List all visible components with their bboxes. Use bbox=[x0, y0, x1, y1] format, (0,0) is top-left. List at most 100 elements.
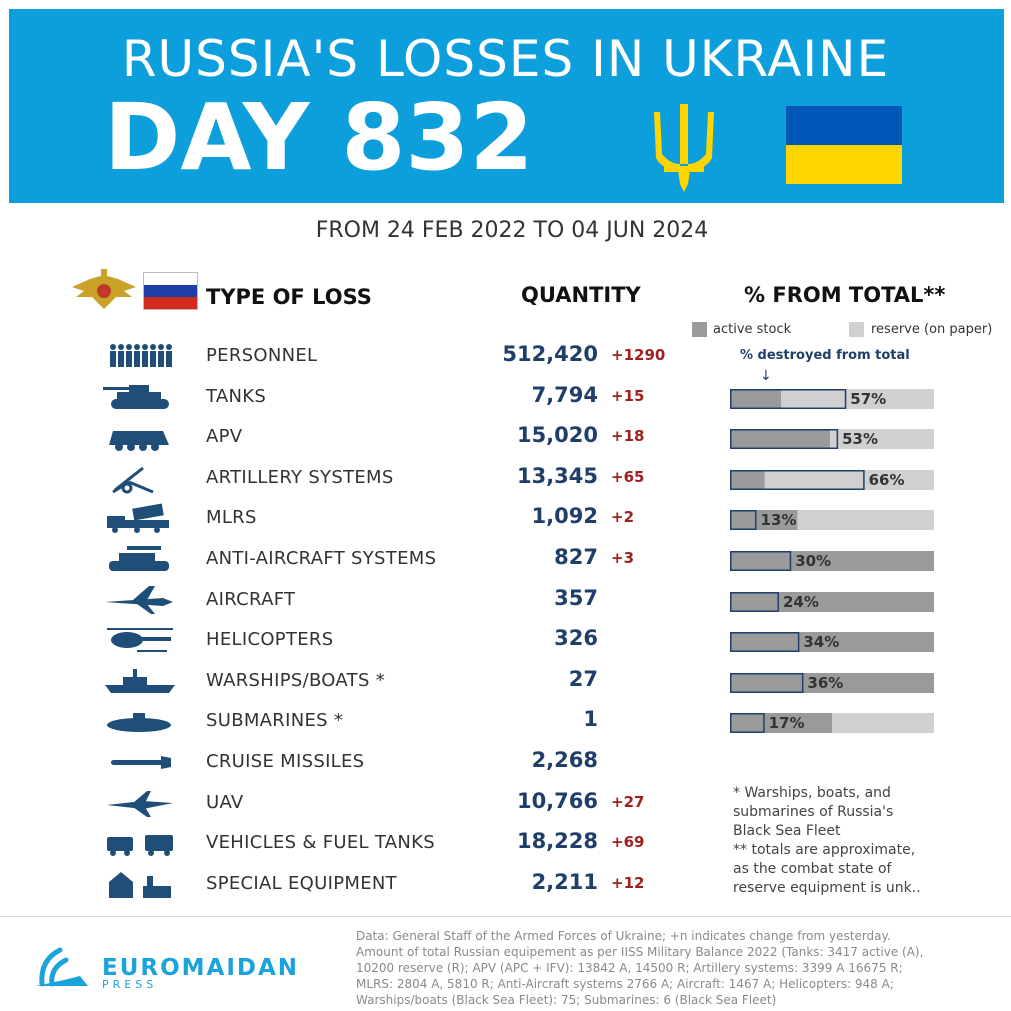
percent-bar: 17% bbox=[730, 713, 934, 734]
active-segment bbox=[730, 713, 832, 734]
percent-label: 24% bbox=[783, 593, 819, 611]
row-label: ANTI-AIRCRAFT SYSTEMS bbox=[206, 548, 437, 569]
destroyed-outline bbox=[730, 713, 765, 734]
percent-label: 13% bbox=[761, 511, 797, 529]
row-label: UAV bbox=[206, 791, 244, 813]
row-quantity: 357 bbox=[554, 585, 598, 610]
destroyed-outline bbox=[730, 632, 800, 653]
row-label: SUBMARINES * bbox=[206, 710, 344, 732]
table-row: UAV 10,766 +27 bbox=[0, 783, 1011, 823]
aircraft-icon bbox=[105, 585, 173, 614]
header-type-of-loss: TYPE OF LOSS bbox=[206, 285, 372, 309]
row-label: HELICOPTERS bbox=[206, 629, 334, 651]
euromaidan-logo-icon bbox=[36, 947, 88, 987]
row-delta: +15 bbox=[611, 386, 645, 405]
active-segment bbox=[730, 469, 765, 490]
header-percent: % FROM TOTAL** bbox=[744, 283, 946, 307]
table-row: VEHICLES & FUEL TANKS 18,228 +69 bbox=[0, 823, 1011, 863]
row-label: TANKS bbox=[206, 385, 267, 407]
destroyed-note: % destroyed from total bbox=[740, 348, 910, 363]
table-row: AIRCRAFT 357 24% bbox=[0, 580, 1011, 620]
row-quantity: 27 bbox=[568, 666, 598, 691]
row-label: VEHICLES & FUEL TANKS bbox=[206, 832, 435, 854]
trident-icon bbox=[654, 104, 714, 192]
table-row: CRUISE MISSILES 2,268 bbox=[0, 742, 1011, 782]
row-label: AIRCRAFT bbox=[206, 588, 296, 610]
row-label: MLRS bbox=[206, 507, 257, 529]
row-quantity: 13,345 bbox=[516, 463, 598, 488]
active-segment bbox=[730, 591, 934, 612]
legend-reserve-swatch bbox=[849, 322, 864, 337]
submarine-icon bbox=[107, 713, 171, 733]
destroyed-outline bbox=[730, 469, 865, 490]
row-quantity: 1,092 bbox=[531, 504, 598, 529]
percent-bar: 66% bbox=[730, 469, 934, 490]
percent-label: 53% bbox=[842, 430, 878, 448]
percent-label: 30% bbox=[795, 552, 831, 570]
warship-icon bbox=[105, 668, 175, 693]
row-delta: +65 bbox=[611, 467, 645, 486]
soldiers-icon bbox=[110, 344, 172, 367]
banner-title: RUSSIA'S LOSSES IN UKRAINE bbox=[121, 30, 890, 88]
header-quantity: QUANTITY bbox=[521, 283, 641, 307]
table-row: TANKS 7,794 +15 57% bbox=[0, 377, 1011, 417]
destroyed-outline bbox=[730, 551, 792, 571]
mlrs-icon bbox=[107, 503, 169, 534]
active-segment bbox=[730, 632, 934, 653]
legend-active-swatch bbox=[692, 322, 707, 337]
percent-bar: 34% bbox=[730, 632, 934, 653]
percent-bar: 30% bbox=[730, 551, 934, 571]
russian-army-emblem-icon bbox=[72, 269, 136, 309]
percent-bar: 53% bbox=[730, 429, 934, 450]
date-range: FROM 24 FEB 2022 TO 04 JUN 2024 bbox=[315, 218, 709, 243]
percent-bar: 13% bbox=[730, 510, 934, 531]
divider bbox=[0, 916, 1011, 917]
table-row: SUBMARINES * 1 17% bbox=[0, 701, 1011, 741]
cruise-missile-icon bbox=[111, 756, 171, 769]
ukraine-flag-icon bbox=[786, 106, 902, 184]
percent-label: 17% bbox=[769, 714, 805, 732]
table-row: ANTI-AIRCRAFT SYSTEMS 827 +3 30% bbox=[0, 539, 1011, 579]
artillery-icon bbox=[112, 466, 154, 494]
percent-label: 66% bbox=[869, 471, 905, 489]
source-note: Data: General Staff of the Armed Forces … bbox=[356, 929, 924, 1007]
helicopter-icon bbox=[107, 628, 173, 653]
apv-icon bbox=[109, 431, 169, 452]
table-row: ARTILLERY SYSTEMS 13,345 +65 66% bbox=[0, 458, 1011, 498]
percent-bar: 36% bbox=[730, 672, 934, 693]
active-segment bbox=[730, 429, 830, 450]
active-segment bbox=[730, 672, 934, 693]
table-row: MLRS 1,092 +2 13% bbox=[0, 498, 1011, 538]
row-delta: +27 bbox=[611, 792, 645, 811]
tank-icon bbox=[103, 384, 169, 409]
table-row: APV 15,020 +18 53% bbox=[0, 417, 1011, 457]
row-label: CRUISE MISSILES bbox=[206, 751, 365, 772]
table-row: PERSONNEL 512,420 +1290 bbox=[0, 336, 1011, 376]
table-row: HELICOPTERS 326 34% bbox=[0, 620, 1011, 660]
legend-active-label: active stock bbox=[713, 322, 792, 337]
row-quantity: 512,420 bbox=[502, 342, 598, 366]
row-label: WARSHIPS/BOATS * bbox=[206, 669, 385, 691]
anti-aircraft-icon bbox=[109, 546, 169, 571]
row-label: ARTILLERY SYSTEMS bbox=[206, 466, 394, 488]
destroyed-outline bbox=[730, 672, 804, 693]
percent-label: 36% bbox=[807, 674, 843, 692]
uav-icon bbox=[107, 790, 173, 817]
row-quantity: 1 bbox=[583, 707, 598, 732]
percent-bar: 24% bbox=[730, 591, 934, 612]
row-quantity: 827 bbox=[554, 545, 598, 569]
arrow-down-icon: ↓ bbox=[760, 368, 772, 384]
row-quantity: 7,794 bbox=[531, 382, 598, 407]
legend-reserve-label: reserve (on paper) bbox=[871, 322, 993, 337]
percent-label: 57% bbox=[850, 390, 886, 408]
destroyed-outline bbox=[730, 388, 847, 409]
reserve-segment bbox=[730, 469, 934, 490]
row-delta: +1290 bbox=[611, 346, 666, 364]
row-delta: +12 bbox=[611, 873, 645, 892]
destroyed-outline bbox=[730, 429, 839, 450]
table-row: SPECIAL EQUIPMENT 2,211 +12 bbox=[0, 864, 1011, 904]
row-label: SPECIAL EQUIPMENT bbox=[206, 872, 397, 894]
vehicles-icon bbox=[107, 835, 173, 857]
percent-bar: 57% bbox=[730, 388, 934, 409]
active-segment bbox=[730, 388, 781, 409]
